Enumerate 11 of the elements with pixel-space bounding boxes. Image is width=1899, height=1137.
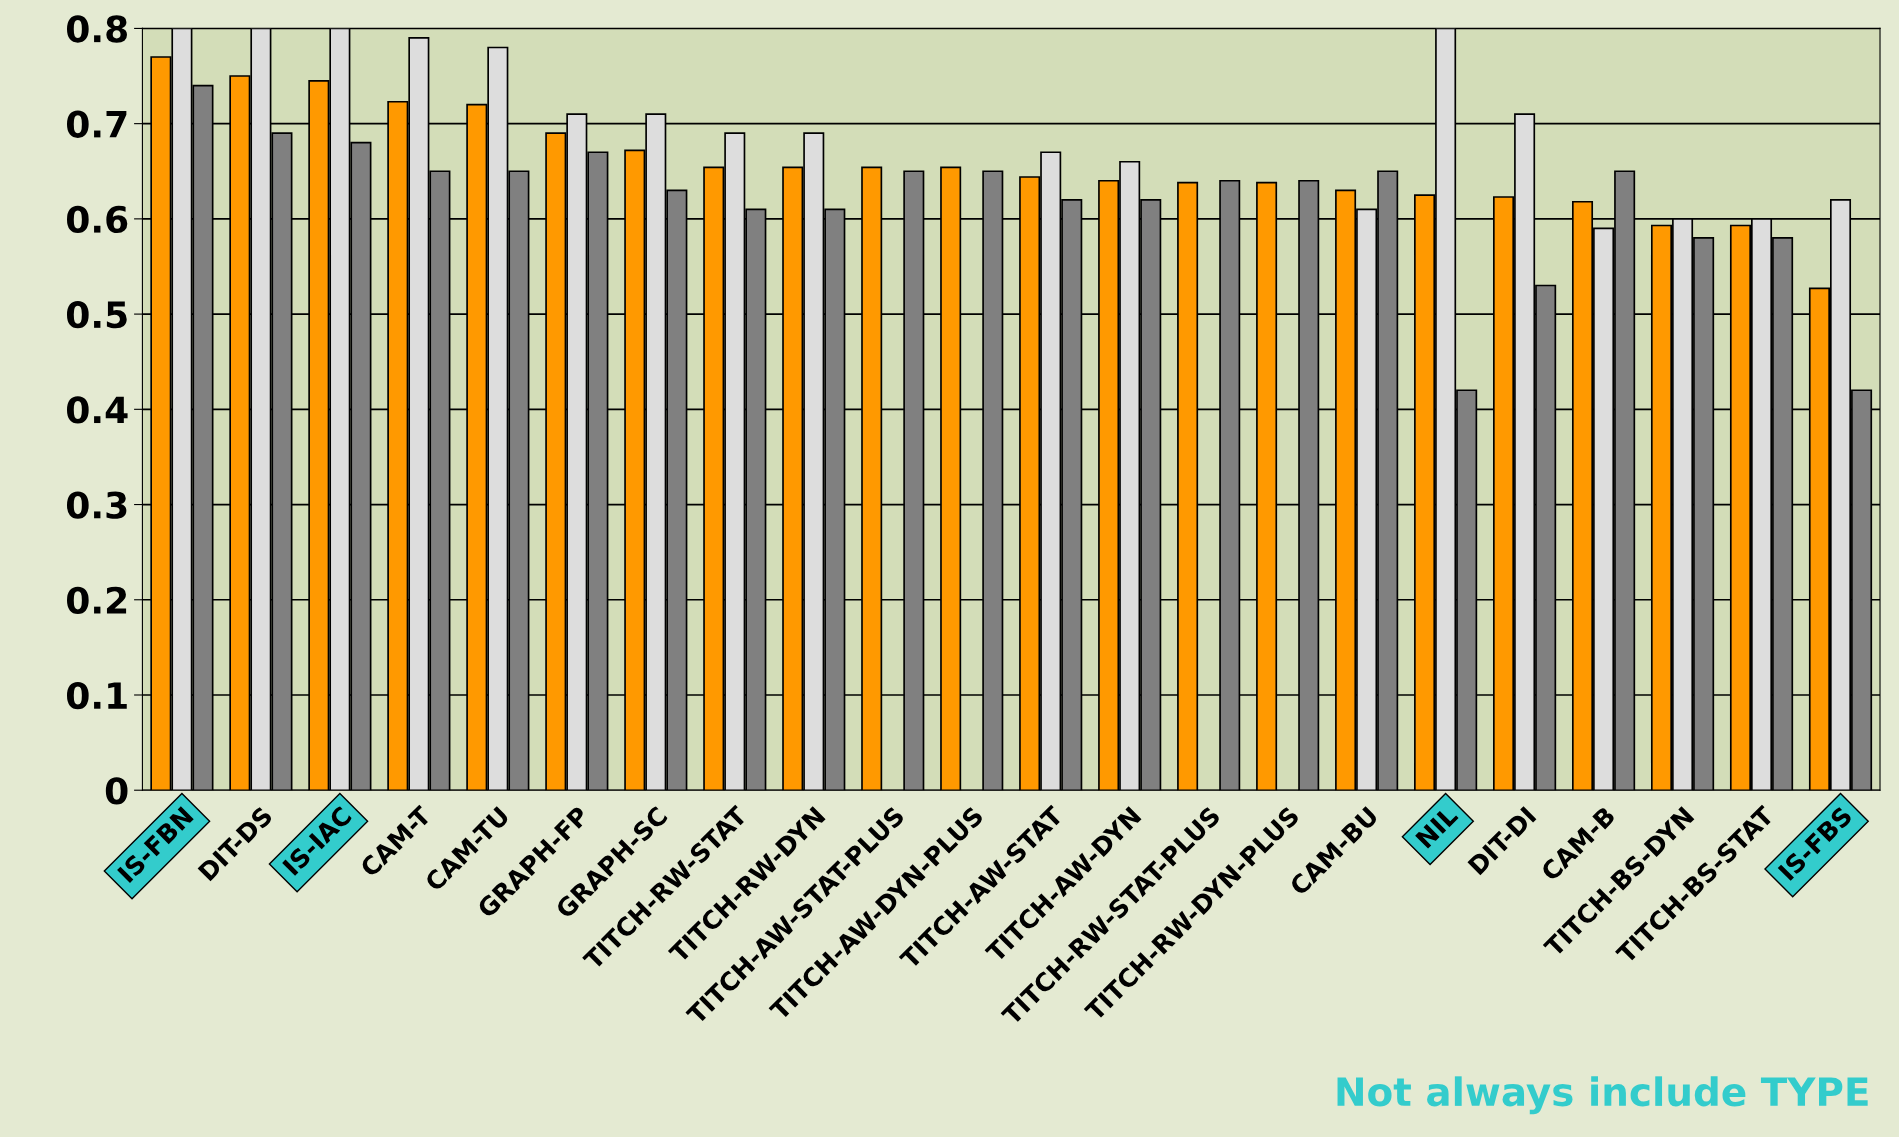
y-tick-label: 0.8	[66, 15, 127, 43]
text: Not always include TYPE	[1337, 1076, 1868, 1115]
x-tick-label: NIL	[1415, 805, 1459, 849]
y-tick-label: 0.6	[66, 205, 128, 234]
y-tick-label: 0.2	[66, 586, 127, 614]
y-tick-label: 0.3	[66, 491, 127, 519]
y-tick-label: 0.4	[66, 396, 128, 424]
y-tick-label: 0.7	[66, 110, 127, 138]
y-tick-label: 0	[105, 777, 128, 805]
y-tick-label: 0.1	[66, 681, 127, 710]
y-tick-label: 0.5	[66, 301, 127, 329]
